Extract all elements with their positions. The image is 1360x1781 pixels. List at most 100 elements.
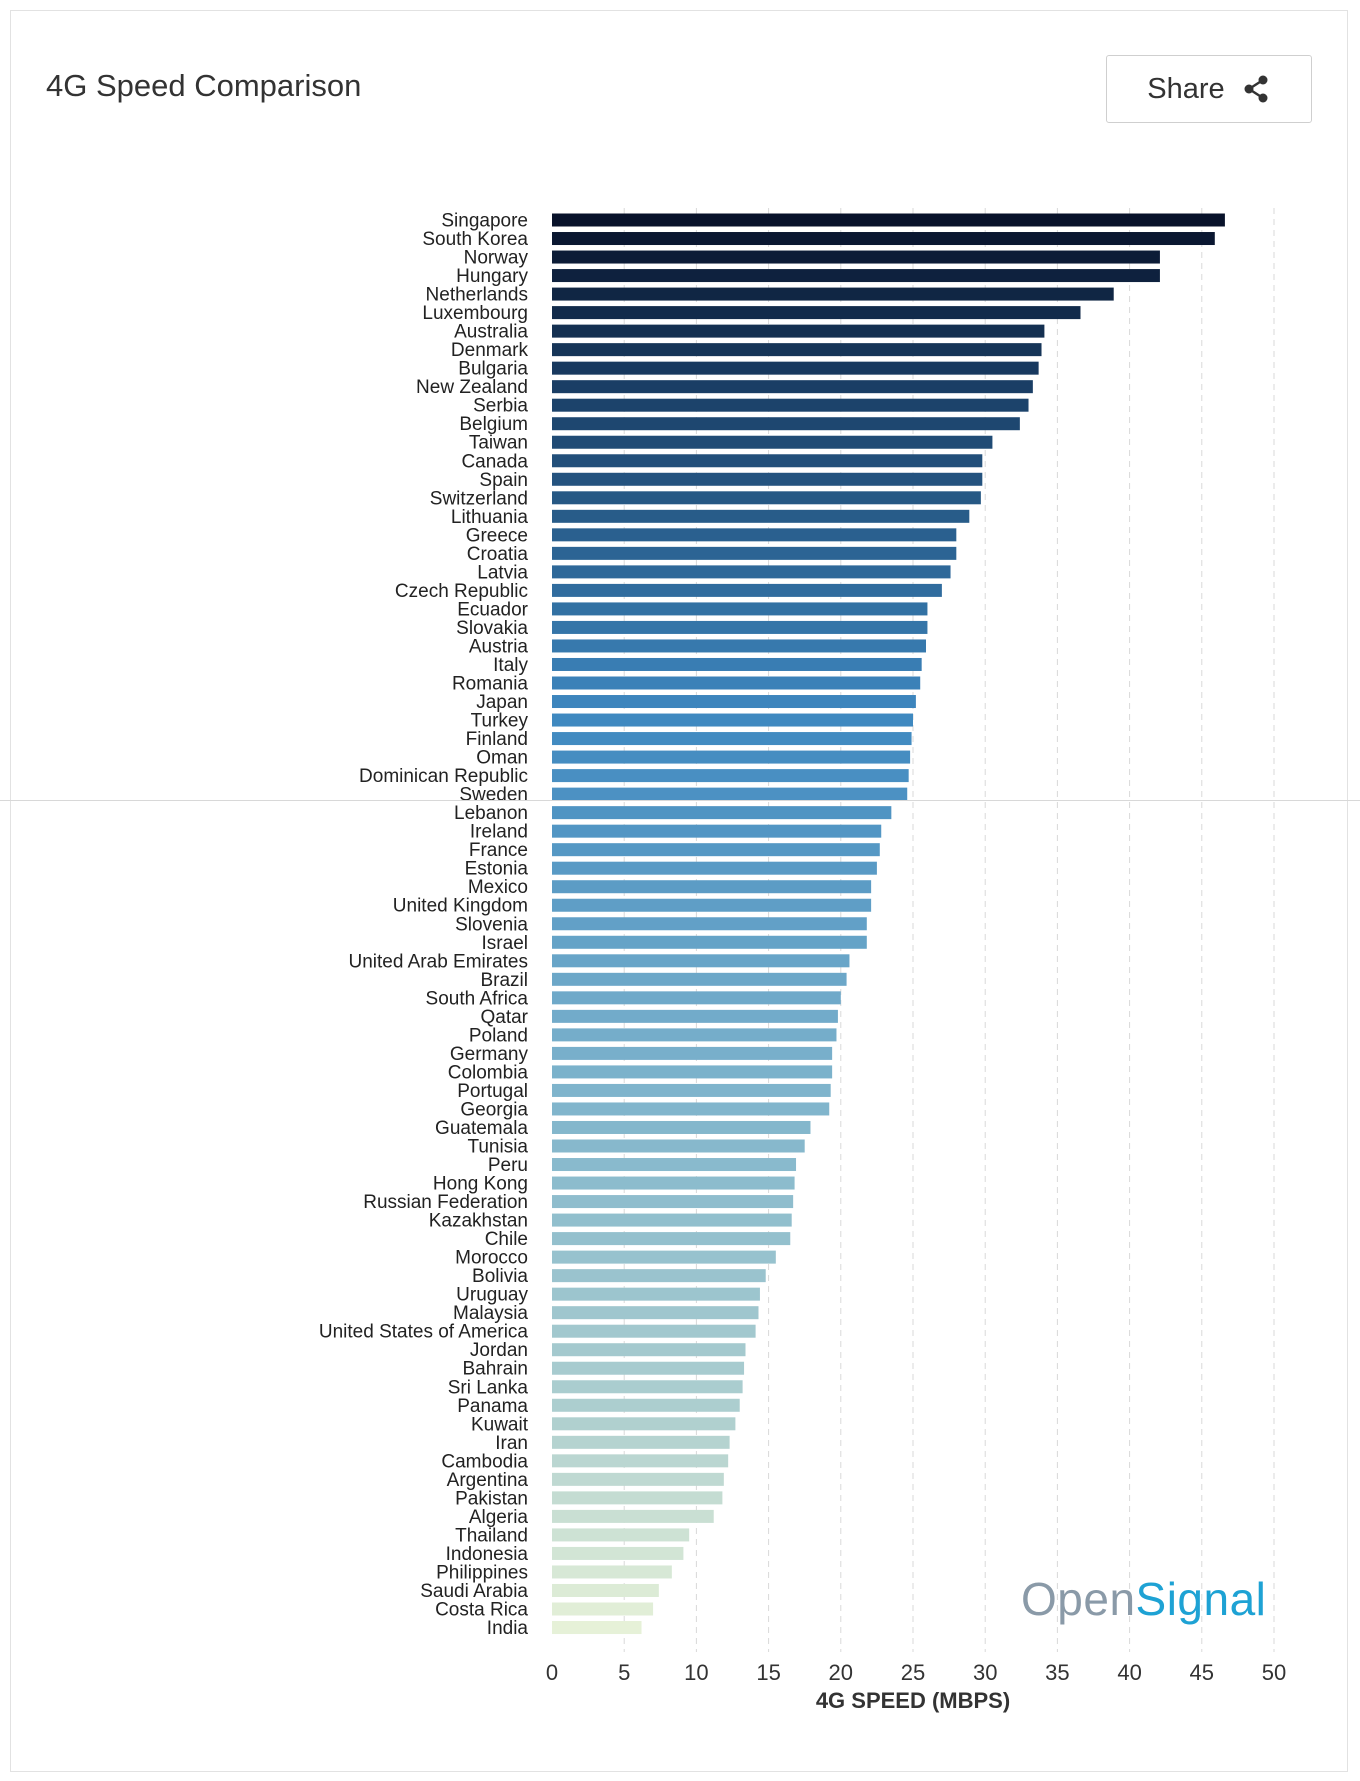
category-label: Latvia — [477, 562, 528, 583]
share-button-label: Share — [1147, 72, 1225, 105]
bar — [552, 602, 928, 616]
category-label: Jordan — [470, 1340, 528, 1361]
bar — [552, 250, 1160, 264]
category-label: Kazakhstan — [429, 1211, 528, 1232]
bar — [552, 657, 922, 671]
category-label: Lebanon — [454, 803, 528, 824]
bar — [552, 287, 1114, 301]
bar — [552, 1472, 724, 1486]
bar — [552, 676, 921, 690]
category-label: Cambodia — [441, 1451, 528, 1472]
category-label: Philippines — [436, 1562, 528, 1583]
category-label: Australia — [454, 322, 528, 343]
bar — [552, 1435, 730, 1449]
x-tick-label: 0 — [546, 1660, 558, 1685]
bar — [552, 232, 1215, 246]
bar — [552, 472, 983, 486]
logo-text-open: Open — [1021, 1573, 1136, 1625]
category-label: Estonia — [465, 859, 529, 880]
category-label: Switzerland — [430, 488, 528, 509]
category-label: Netherlands — [426, 285, 528, 306]
bar — [552, 1417, 736, 1431]
category-label: Bahrain — [463, 1359, 529, 1380]
category-label: Colombia — [448, 1062, 529, 1083]
category-label: Serbia — [473, 396, 528, 417]
bar — [552, 343, 1042, 357]
bar — [552, 898, 872, 912]
category-label: Denmark — [451, 340, 529, 361]
category-label: Peru — [488, 1155, 528, 1176]
category-label: Guatemala — [435, 1118, 528, 1139]
category-label: Ecuador — [457, 599, 528, 620]
category-label: Georgia — [460, 1099, 528, 1120]
bar — [552, 1009, 838, 1023]
bar — [552, 1287, 760, 1301]
x-tick-label: 10 — [684, 1660, 708, 1685]
bar — [552, 954, 850, 968]
bar — [552, 1398, 740, 1412]
bar — [552, 269, 1160, 283]
category-label: India — [487, 1618, 529, 1639]
category-label: South Africa — [426, 988, 529, 1009]
x-tick-labels: 0 5 10 15 20 25 30 35 40 45 50 — [546, 1660, 1286, 1685]
bar — [552, 861, 877, 875]
category-label: France — [469, 840, 528, 861]
category-label: Tunisia — [467, 1137, 528, 1158]
bar — [552, 843, 880, 857]
category-label: Singapore — [441, 211, 528, 232]
category-label: Qatar — [480, 1007, 528, 1028]
x-tick-label: 5 — [618, 1660, 630, 1685]
bar — [552, 1158, 797, 1172]
bar — [552, 417, 1020, 431]
bar — [552, 306, 1081, 320]
x-axis-label: 4G SPEED (MBPS) — [816, 1688, 1010, 1713]
category-label: Algeria — [469, 1507, 529, 1528]
bar — [552, 1213, 792, 1227]
category-label: Dominican Republic — [359, 766, 528, 787]
bar — [552, 1083, 831, 1097]
category-label: Poland — [469, 1025, 528, 1046]
bar — [552, 1269, 766, 1283]
x-tick-label: 35 — [1045, 1660, 1069, 1685]
category-label: Uruguay — [456, 1285, 528, 1306]
share-button[interactable]: Share — [1106, 55, 1312, 123]
divider-line — [0, 800, 1360, 801]
bar — [552, 1046, 833, 1060]
category-label: Romania — [452, 674, 528, 695]
bar — [552, 1454, 729, 1468]
x-tick-label: 50 — [1262, 1660, 1286, 1685]
bar — [552, 1232, 791, 1246]
bar — [552, 1195, 794, 1209]
bar — [552, 1528, 690, 1542]
bar-series — [552, 213, 1225, 1635]
category-label: Lithuania — [451, 507, 529, 528]
bar — [552, 769, 909, 783]
bar — [552, 1065, 833, 1079]
logo-text-signal: Signal — [1135, 1573, 1267, 1625]
category-label: Spain — [479, 470, 528, 491]
category-label: Kuwait — [471, 1414, 529, 1435]
category-label: Bulgaria — [458, 359, 528, 380]
category-label: Japan — [476, 692, 528, 713]
bar — [552, 509, 970, 523]
bar — [552, 880, 872, 894]
bar — [552, 380, 1033, 394]
bar — [552, 639, 926, 653]
bar — [552, 917, 867, 931]
category-label: New Zealand — [416, 377, 528, 398]
bar — [552, 1250, 776, 1264]
category-label: United States of America — [319, 1322, 529, 1343]
category-label: United Kingdom — [393, 896, 528, 917]
category-label: Canada — [461, 451, 528, 472]
bar — [552, 1176, 795, 1190]
bar — [552, 806, 892, 820]
bar — [552, 1139, 805, 1153]
category-label: Panama — [457, 1396, 528, 1417]
category-label: Germany — [450, 1044, 529, 1065]
bar — [552, 1324, 756, 1338]
category-label: South Korea — [422, 229, 528, 250]
category-label: Saudi Arabia — [420, 1581, 528, 1602]
category-label: Indonesia — [446, 1544, 529, 1565]
